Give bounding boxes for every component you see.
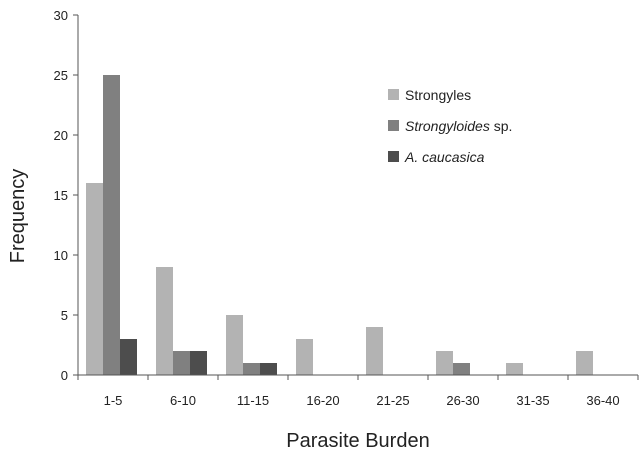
legend-swatch	[388, 120, 399, 131]
x-tick-label: 31-35	[516, 393, 549, 408]
x-tick-label: 26-30	[446, 393, 479, 408]
bar-1-21-25	[366, 327, 383, 375]
y-tick-label: 20	[54, 128, 68, 143]
bar-1-1-5	[86, 183, 103, 375]
plot-area	[86, 75, 593, 375]
y-tick-label: 5	[61, 308, 68, 323]
legend-swatch	[388, 151, 399, 162]
y-tick-label: 25	[54, 68, 68, 83]
x-tick-label: 16-20	[306, 393, 339, 408]
bar-2-26-30	[453, 363, 470, 375]
y-tick-label: 15	[54, 188, 68, 203]
bar-1-16-20	[296, 339, 313, 375]
y-axis-ticks: 0 5 10 15 20 25 30	[54, 8, 78, 383]
bar-1-11-15	[226, 315, 243, 375]
bar-3-6-10	[190, 351, 207, 375]
x-axis-title: Parasite Burden	[286, 430, 429, 452]
bar-2-6-10	[173, 351, 190, 375]
x-tick-label: 21-25	[376, 393, 409, 408]
y-tick-label: 0	[61, 368, 68, 383]
y-tick-label: 10	[54, 248, 68, 263]
bar-1-31-35	[506, 363, 523, 375]
bar-3-1-5	[120, 339, 137, 375]
legend-label: A. caucasica	[404, 149, 485, 165]
bar-1-36-40	[576, 351, 593, 375]
x-tick-label: 11-15	[237, 393, 269, 408]
x-axis-ticks: 1-5 6-10 11-15 16-20 21-25 26-30 31-35 36-40	[77, 375, 639, 408]
legend-label: Strongyloides sp.	[405, 118, 512, 134]
bar-1-6-10	[156, 267, 173, 375]
x-tick-label: 1-5	[104, 393, 123, 408]
x-tick-label: 36-40	[586, 393, 619, 408]
legend-swatch	[388, 89, 399, 100]
bar-2-11-15	[243, 363, 260, 375]
bar-3-11-15	[260, 363, 277, 375]
y-axis-title: Frequency	[7, 169, 29, 264]
legend: Strongyles Strongyloides sp. A. caucasica	[388, 87, 512, 165]
legend-label: Strongyles	[405, 87, 471, 103]
x-tick-label: 6-10	[170, 393, 196, 408]
bar-2-1-5	[103, 75, 120, 375]
y-tick-label: 30	[54, 8, 68, 23]
bar-1-26-30	[436, 351, 453, 375]
